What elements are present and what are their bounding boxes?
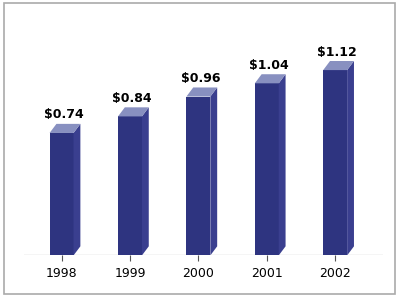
Polygon shape — [73, 124, 80, 255]
Polygon shape — [186, 88, 217, 97]
Polygon shape — [323, 61, 354, 70]
Polygon shape — [210, 88, 217, 255]
Text: $0.84: $0.84 — [112, 92, 152, 105]
Polygon shape — [142, 107, 149, 255]
Polygon shape — [255, 74, 286, 83]
Text: $1.04: $1.04 — [249, 59, 289, 72]
Polygon shape — [255, 83, 279, 255]
Polygon shape — [323, 70, 347, 255]
Text: $1.12: $1.12 — [317, 45, 357, 59]
Text: $0.96: $0.96 — [181, 72, 220, 85]
Polygon shape — [49, 124, 80, 133]
Polygon shape — [118, 116, 142, 255]
Polygon shape — [347, 61, 354, 255]
Polygon shape — [118, 107, 149, 116]
Polygon shape — [49, 133, 73, 255]
Text: $0.74: $0.74 — [44, 108, 83, 121]
Polygon shape — [279, 74, 286, 255]
Polygon shape — [186, 97, 210, 255]
